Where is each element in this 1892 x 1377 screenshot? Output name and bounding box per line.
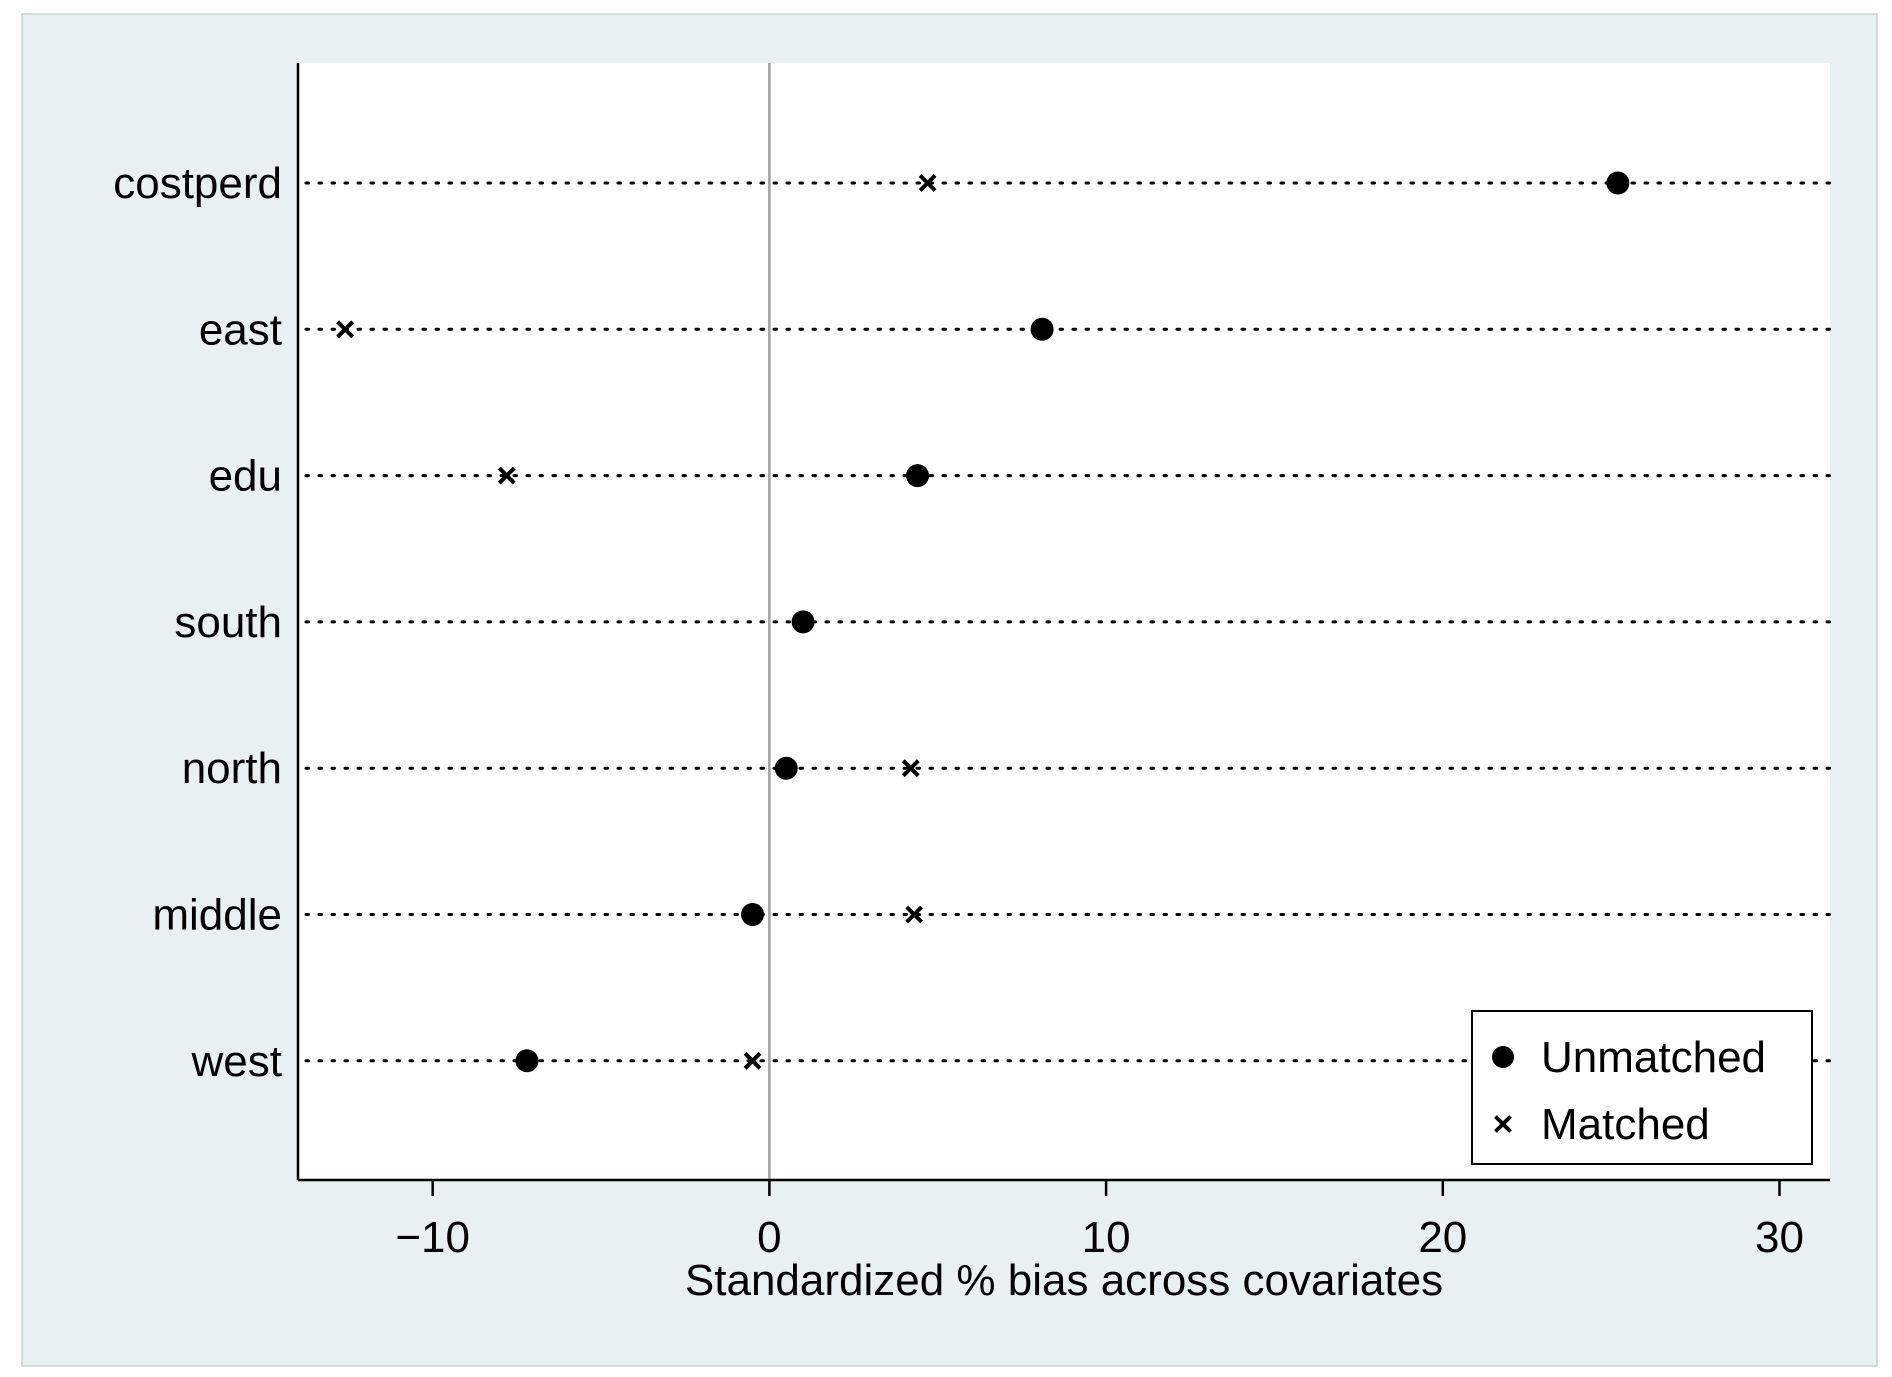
x-tick-label: 10 [1082,1213,1131,1262]
unmatched-point-east [1030,317,1054,341]
y-tick-label-north: north [182,744,282,793]
unmatched-point-west [515,1049,539,1073]
legend-matched-x [1494,1115,1512,1133]
y-tick-label-edu: edu [209,452,282,501]
legend-box [1471,1010,1813,1165]
unmatched-point-south [791,610,815,634]
legend-unmatched-marker [1492,1046,1514,1068]
y-axis: costperd east edu south north middle west [113,63,300,1180]
unmatched-point-edu [906,464,930,488]
y-tick-label-costperd: costperd [113,159,282,208]
legend-unmatched-label: Unmatched [1541,1033,1766,1082]
matched-point-edu [497,466,516,485]
matched-point-west [743,1051,762,1070]
matched-point-north [901,759,920,778]
y-tick-label-south: south [174,598,282,647]
y-tick-label-west: west [191,1037,282,1086]
legend-matched-label: Matched [1541,1100,1710,1149]
x-tick-label: 30 [1755,1213,1804,1262]
unmatched-point-middle [741,903,765,926]
matched-point-middle [905,905,924,924]
unmatched-point-north [774,756,798,780]
legend-matched-marker [1494,1115,1512,1133]
data-markers [336,171,1630,1073]
y-tick-label-east: east [199,305,282,354]
x-axis: −10 0 10 20 30 [298,1178,1830,1262]
x-axis-label: Standardized % bias across covariates [685,1256,1443,1305]
x-tick-label: 0 [757,1213,781,1262]
legend: Unmatched Matched [1471,1010,1813,1165]
unmatched-point-costperd [1606,171,1630,195]
x-tick-label: 20 [1418,1213,1467,1262]
matched-point-costperd [918,174,937,192]
matched-point-east [336,320,355,339]
x-tick-label: −10 [395,1213,470,1262]
y-tick-label-middle: middle [152,891,282,940]
